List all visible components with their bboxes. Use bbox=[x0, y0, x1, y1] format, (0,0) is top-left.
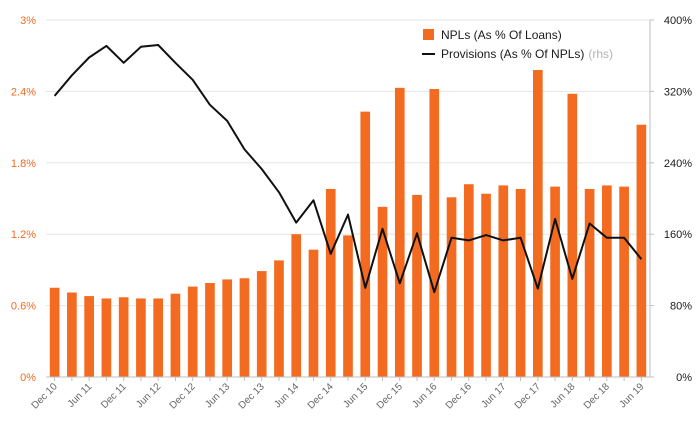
npl-bar bbox=[429, 89, 440, 378]
npl-bar bbox=[67, 292, 77, 377]
npl-bar bbox=[222, 279, 233, 377]
legend: NPLs (As % Of Loans) Provisions (As % Of… bbox=[422, 28, 613, 61]
npl-bar bbox=[291, 234, 302, 377]
left-tick-label: 0.6% bbox=[11, 301, 36, 313]
npl-bar bbox=[602, 185, 612, 377]
right-tick-label: 240% bbox=[664, 158, 692, 170]
x-tick-label: Jun 14 bbox=[272, 381, 301, 410]
x-tick-label: Dec 15 bbox=[375, 381, 405, 411]
npl-bar bbox=[101, 298, 112, 377]
npl-bars bbox=[49, 69, 647, 378]
legend-label-npl: NPLs (As % Of Loans) bbox=[441, 28, 562, 42]
npl-bar bbox=[205, 282, 215, 377]
left-tick-label: 0% bbox=[20, 372, 36, 384]
left-tick-label: 3% bbox=[20, 15, 36, 27]
npl-bar bbox=[567, 93, 578, 377]
npl-bar bbox=[394, 87, 405, 377]
right-tick-label: 0% bbox=[676, 372, 692, 384]
npl-bar bbox=[377, 206, 388, 377]
x-tick-label: Dec 13 bbox=[237, 381, 267, 411]
npl-bar bbox=[239, 278, 250, 377]
npl-bar bbox=[84, 296, 94, 377]
x-tick-label: Dec 18 bbox=[582, 381, 612, 411]
legend-swatch-npl bbox=[423, 29, 434, 40]
npl-bar bbox=[274, 260, 284, 377]
x-tick-label: Jun 13 bbox=[203, 381, 232, 410]
npl-bar bbox=[49, 287, 60, 377]
provisions-line bbox=[53, 44, 643, 294]
legend-label-provisions-rhs: (rhs) bbox=[588, 47, 613, 61]
x-tick-label: Jun 19 bbox=[617, 381, 646, 410]
x-tick-label: Dec 14 bbox=[306, 381, 336, 411]
npl-bar bbox=[187, 286, 198, 377]
left-axis-ticks: 0% 0.6% 1.2% 1.8% 2.4% 3% bbox=[11, 15, 36, 384]
npl-bar bbox=[584, 188, 595, 377]
legend-label-provisions-name: Provisions (As % Of NPLs) bbox=[441, 47, 584, 61]
x-tick-label: Jun 12 bbox=[134, 381, 163, 410]
x-tick-label: Dec 16 bbox=[444, 381, 474, 411]
npl-bar bbox=[153, 298, 164, 377]
npl-bar bbox=[550, 186, 560, 377]
x-tick-label: Dec 17 bbox=[513, 381, 543, 411]
npl-bar bbox=[446, 197, 457, 377]
npl-bar bbox=[498, 185, 509, 377]
npl-bar bbox=[412, 194, 422, 377]
npl-bar bbox=[360, 111, 371, 377]
x-tick-label: Jun 18 bbox=[548, 381, 577, 410]
x-tick-label: Jun 11 bbox=[66, 381, 95, 410]
left-tick-label: 1.8% bbox=[11, 158, 36, 170]
x-tick-label: Dec 12 bbox=[168, 381, 198, 411]
x-tick-label: Dec 11 bbox=[99, 381, 129, 411]
npl-bar bbox=[256, 271, 267, 377]
npl-bar bbox=[118, 297, 129, 377]
left-tick-label: 2.4% bbox=[11, 86, 36, 98]
x-axis-ticks: Dec 10 Jun 11 Dec 11 Jun 12 Dec 12 Jun 13 Dec … bbox=[30, 377, 647, 412]
npl-bar bbox=[515, 188, 526, 377]
x-tick-label: Jun 15 bbox=[341, 381, 370, 410]
x-tick-label: Jun 17 bbox=[479, 381, 508, 410]
legend-label-provisions: Provisions (As % Of NPLs) (rhs) bbox=[441, 47, 613, 61]
right-tick-label: 400% bbox=[664, 15, 692, 27]
npl-bar bbox=[308, 249, 319, 377]
npl-bar bbox=[325, 188, 336, 377]
npl-bar bbox=[619, 186, 629, 377]
npl-bar bbox=[636, 124, 647, 377]
left-tick-label: 1.2% bbox=[11, 229, 36, 241]
npl-bar bbox=[532, 69, 543, 377]
npl-bar bbox=[481, 193, 491, 377]
gridlines bbox=[46, 19, 650, 307]
right-tick-label: 160% bbox=[664, 229, 692, 241]
x-tick-label: Jun 16 bbox=[410, 381, 439, 410]
right-tick-label: 320% bbox=[664, 86, 692, 98]
npl-bar bbox=[343, 235, 353, 377]
npl-bar bbox=[170, 293, 181, 377]
npl-bar bbox=[136, 298, 146, 377]
right-tick-label: 80% bbox=[670, 301, 692, 313]
npl-bar bbox=[463, 184, 474, 377]
x-tick-label: Dec 10 bbox=[30, 381, 60, 411]
right-axis-ticks: 0% 80% 160% 240% 320% 400% bbox=[650, 15, 692, 384]
